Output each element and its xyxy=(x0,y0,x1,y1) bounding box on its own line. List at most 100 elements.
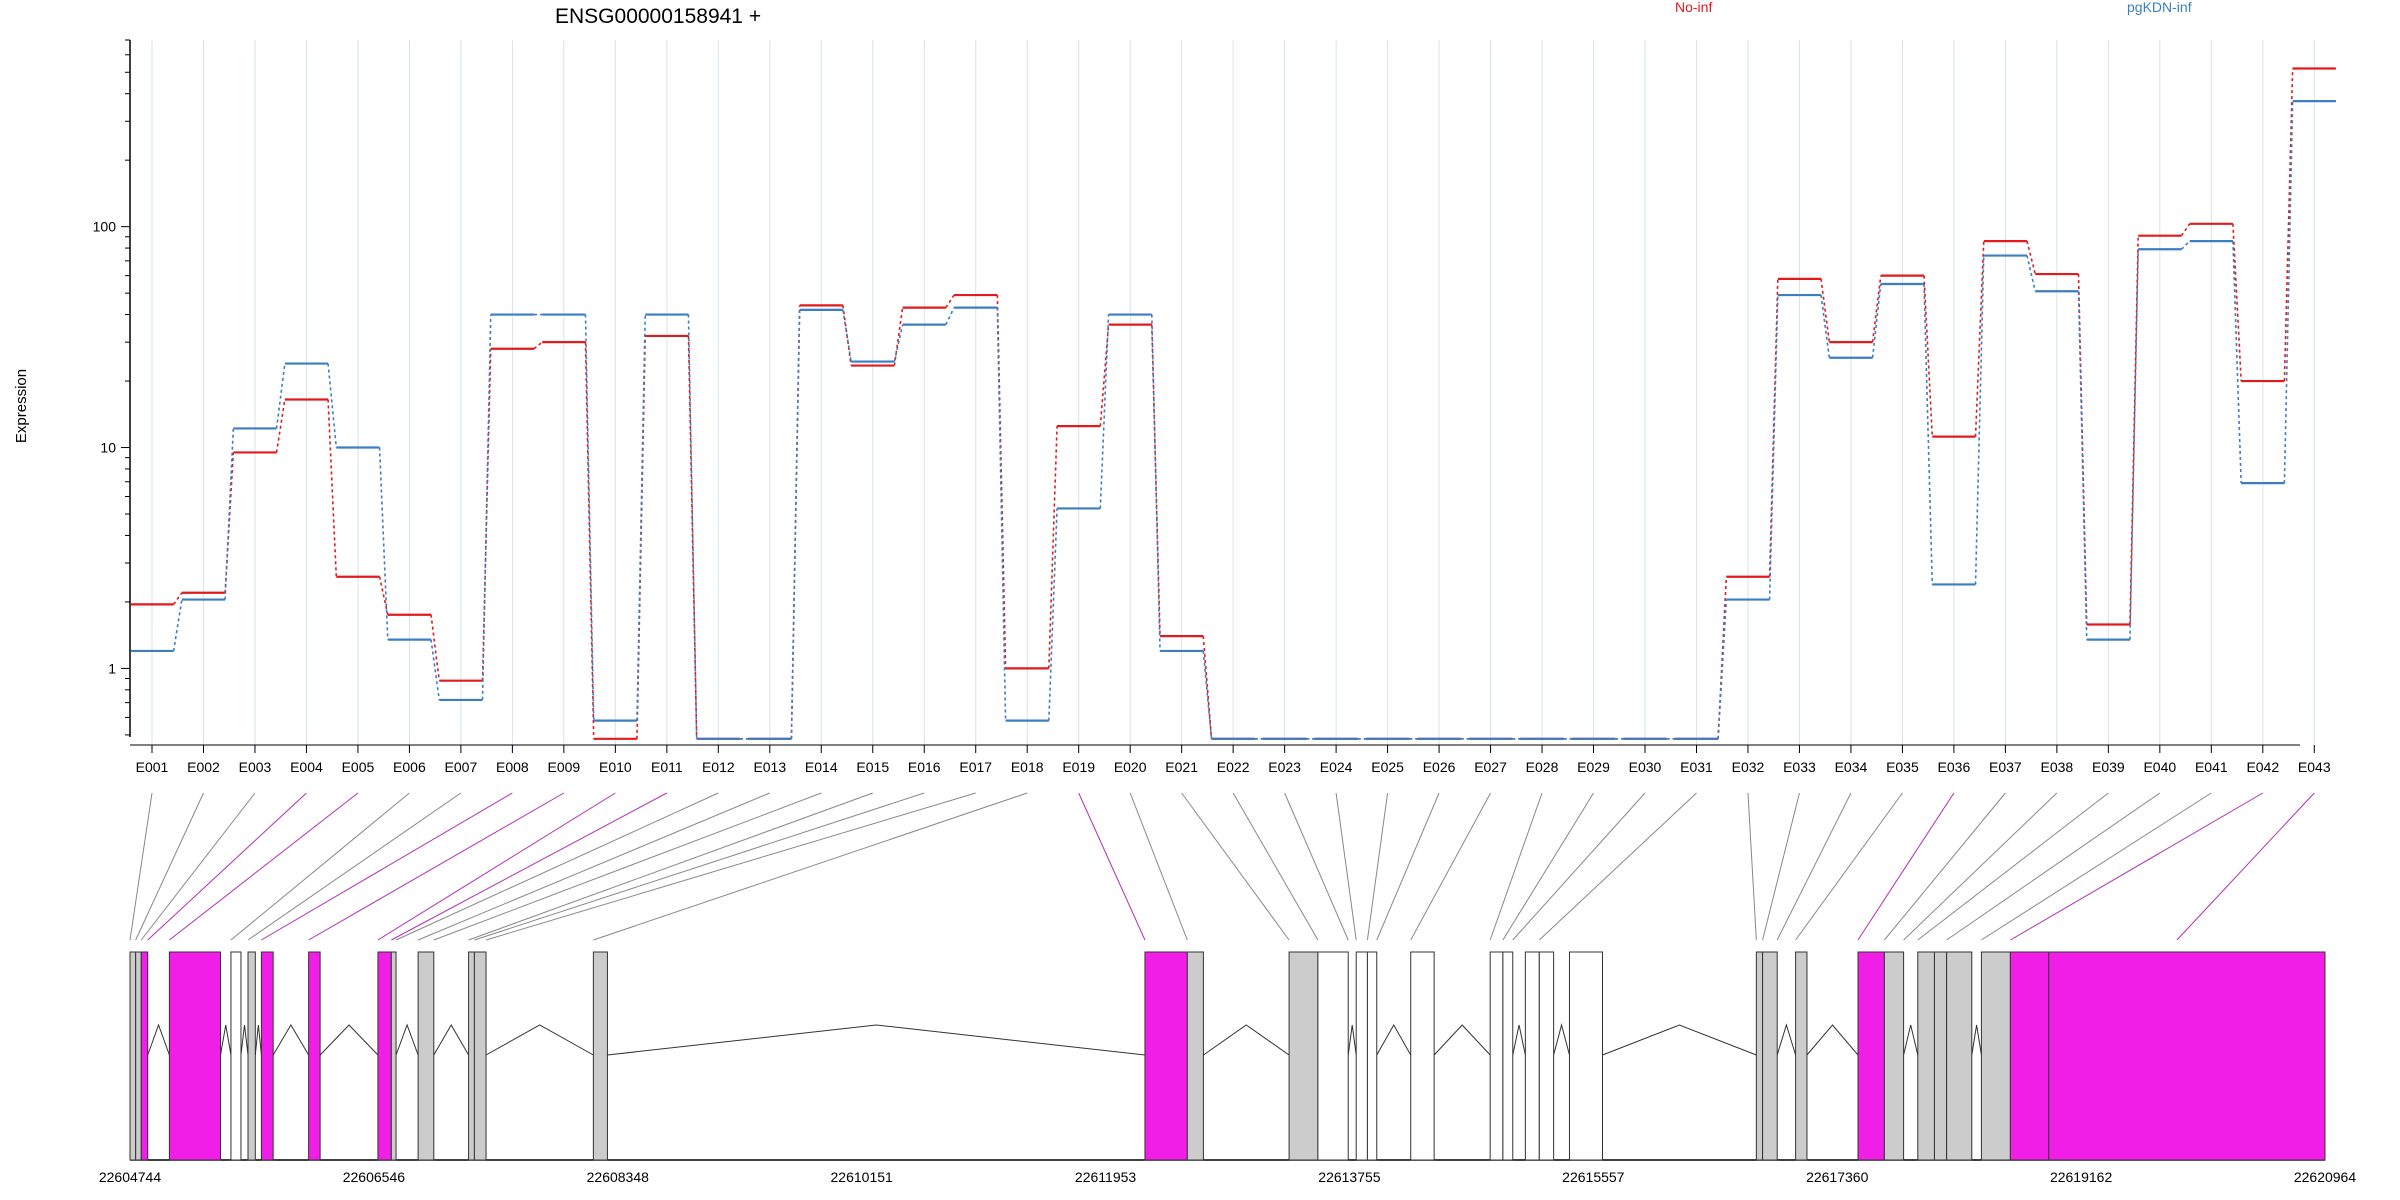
x-tick-label: E024 xyxy=(1320,759,1353,775)
intron-line xyxy=(240,1024,249,1056)
series-lines xyxy=(130,67,2336,740)
x-tick-label: E002 xyxy=(187,759,220,775)
exon-box xyxy=(377,951,392,1161)
series-connector xyxy=(584,314,595,721)
coordinate-label: 22604744 xyxy=(99,1169,162,1185)
exon-box xyxy=(1489,951,1504,1161)
exon-box xyxy=(1980,951,2011,1161)
series-connector xyxy=(2026,255,2037,292)
coordinate-label: 22606546 xyxy=(343,1169,406,1185)
exon-connector xyxy=(1981,792,2212,941)
y-tick-label: 1 xyxy=(108,660,116,676)
series-connector xyxy=(1048,426,1058,669)
exon-connector xyxy=(261,792,513,941)
coordinate-label: 22615557 xyxy=(1562,1169,1625,1185)
x-tick-label: E039 xyxy=(2092,759,2125,775)
intron-line xyxy=(1553,1023,1570,1056)
gridlines xyxy=(151,40,2315,745)
exon-connector xyxy=(1857,792,1955,941)
exon-box xyxy=(1410,951,1435,1161)
exon-box xyxy=(135,951,142,1161)
axes: 1 10 100 xyxy=(93,39,2300,746)
exon-connector xyxy=(433,792,822,941)
series-connector xyxy=(1923,283,1934,585)
intron-line xyxy=(254,1024,262,1056)
intron-line xyxy=(607,1024,1146,1056)
genomic-coordinate-labels: 22604744 22606546 22608348 22610151 22611953… xyxy=(99,1169,2357,1185)
coordinate-label: 22619162 xyxy=(2050,1169,2113,1185)
y-axis-label: Expression xyxy=(13,369,30,443)
exon-box xyxy=(2009,951,2050,1161)
exon-connector xyxy=(377,792,616,941)
series-connector xyxy=(275,363,286,429)
series-connector xyxy=(893,324,904,362)
x-tick-label: E013 xyxy=(753,759,786,775)
series-connector xyxy=(378,576,389,615)
x-tick-label: E034 xyxy=(1835,759,1868,775)
series-connector xyxy=(430,639,441,701)
x-tick-label: E033 xyxy=(1783,759,1816,775)
x-tick-label: E019 xyxy=(1062,759,1095,775)
series-connector xyxy=(1923,275,1934,437)
coordinate-label: 22617360 xyxy=(1806,1169,1869,1185)
x-tick-label: E040 xyxy=(2143,759,2176,775)
exon-connector xyxy=(1489,792,1543,941)
intron-line xyxy=(1903,1024,1919,1056)
intron-line xyxy=(220,1024,232,1056)
exon-connector xyxy=(308,792,565,941)
exon-connector xyxy=(140,792,256,941)
x-tick-label: E001 xyxy=(136,759,169,775)
exon-connector xyxy=(1747,792,1757,941)
exon-box xyxy=(1933,951,1948,1161)
series-connector xyxy=(996,307,1007,721)
coordinate-label: 22608348 xyxy=(587,1169,650,1185)
intron-line xyxy=(433,1024,470,1056)
exon-connector xyxy=(1917,792,2109,941)
series-connector xyxy=(687,314,698,739)
intron-line xyxy=(1776,1023,1797,1056)
x-tick-label: E012 xyxy=(702,759,735,775)
exon-box xyxy=(1502,951,1514,1161)
exon-box xyxy=(1524,951,1540,1161)
exon-connector xyxy=(1410,792,1491,941)
exon-box xyxy=(1366,951,1378,1161)
series-connector xyxy=(1202,650,1213,739)
exon-box xyxy=(1883,951,1905,1161)
exon-connector xyxy=(247,792,462,941)
exon-box xyxy=(247,951,256,1161)
x-tick-label: E029 xyxy=(1577,759,1610,775)
intron-line xyxy=(1806,1024,1859,1056)
exon-connector xyxy=(1512,792,1646,941)
intron-line xyxy=(1347,1024,1357,1056)
series-connector xyxy=(1974,241,1985,437)
exon-connector xyxy=(395,792,719,941)
series-connector xyxy=(1974,255,1985,585)
series-connector xyxy=(2232,223,2242,382)
series-connector xyxy=(1820,294,1831,358)
x-tick-label: E027 xyxy=(1474,759,1507,775)
x-tick-label: E006 xyxy=(393,759,426,775)
x-tick-label: E011 xyxy=(651,759,683,775)
exon-connector xyxy=(1376,792,1440,941)
series-connector xyxy=(1202,636,1213,739)
chart-title: ENSG00000158941 + xyxy=(555,5,761,28)
x-tick-label: E003 xyxy=(239,759,272,775)
exon-box xyxy=(473,951,487,1161)
exon-box xyxy=(1355,951,1368,1161)
exon-connector xyxy=(1502,792,1594,941)
series-connector xyxy=(2077,291,2088,640)
x-tick-label: E038 xyxy=(2041,759,2074,775)
series-connector xyxy=(636,314,647,721)
exon-connector xyxy=(2010,792,2264,941)
series-connector xyxy=(172,592,183,605)
coordinate-label: 22613755 xyxy=(1318,1169,1381,1185)
series-connector xyxy=(945,294,955,309)
intron-line xyxy=(147,1023,170,1056)
exon-box xyxy=(1317,951,1349,1161)
series-connector xyxy=(1099,324,1110,427)
intron-line xyxy=(1203,1024,1290,1056)
series-connector xyxy=(2129,249,2140,640)
x-tick-label: E028 xyxy=(1526,759,1559,775)
intron-line xyxy=(272,1024,310,1056)
